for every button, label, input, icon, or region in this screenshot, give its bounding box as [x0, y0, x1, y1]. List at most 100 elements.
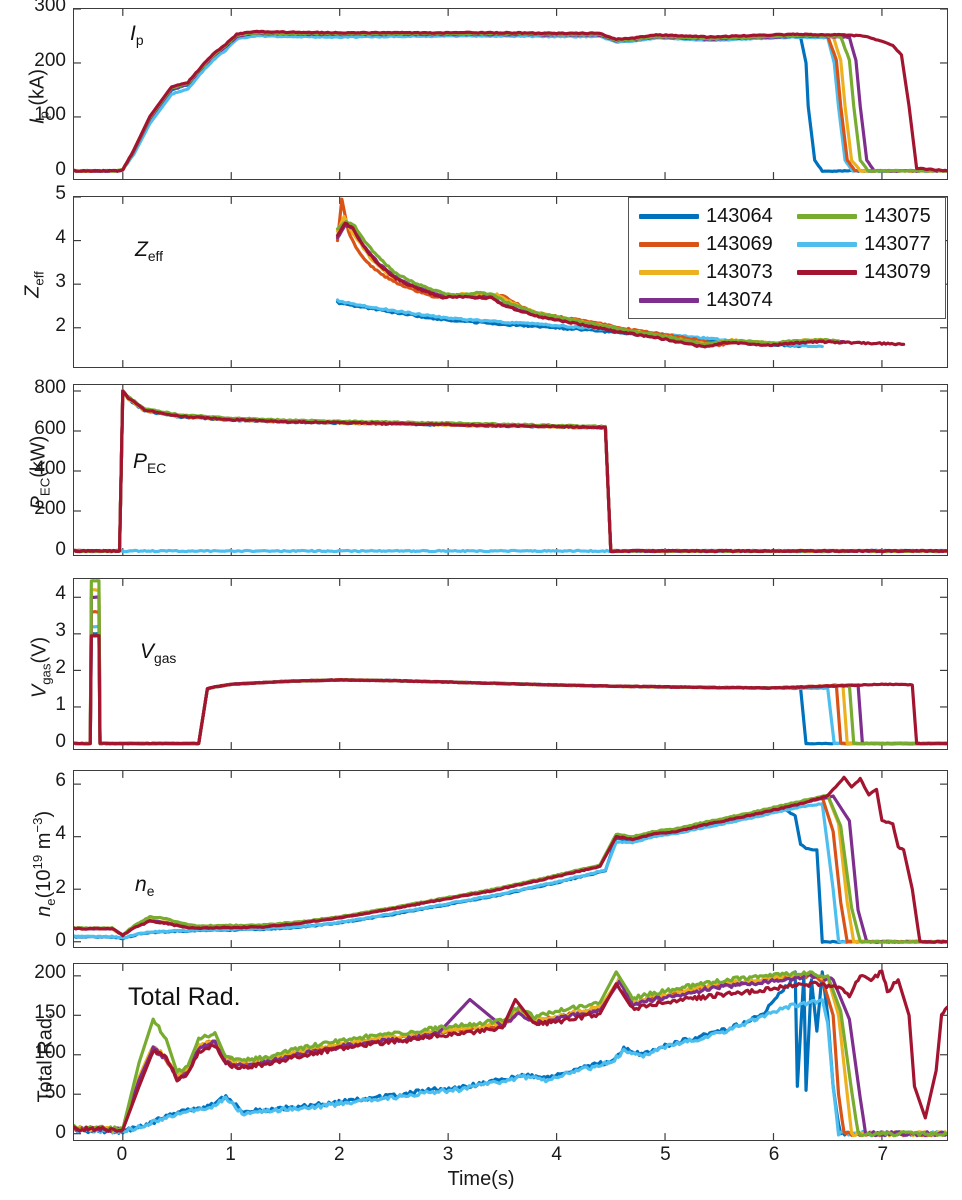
panel-ne	[73, 770, 948, 948]
plot-area-zeff	[74, 197, 947, 367]
series-143073	[74, 30, 947, 173]
series-143079	[335, 221, 906, 349]
legend-item-143079[interactable]: 143079	[797, 261, 931, 284]
y-tick-4-0: 0	[55, 731, 66, 753]
inline-label-ne: ne	[135, 873, 155, 900]
legend-item-143074[interactable]: 143074	[639, 289, 773, 312]
inline-label-zeff: Zeff	[135, 238, 163, 265]
plot-area-pec	[74, 385, 947, 555]
legend-item-143069[interactable]: 143069	[639, 233, 773, 256]
y-tick-3-0: 0	[55, 538, 66, 560]
y-tick-3-2: 400	[34, 458, 66, 479]
y-tick-4-2: 2	[55, 657, 66, 679]
y-tick-2-2: 4	[55, 227, 66, 249]
y-tick-6-0: 0	[55, 1121, 66, 1143]
y-tick-5-2: 4	[55, 823, 66, 845]
legend-swatch-143079	[797, 270, 857, 275]
shot-legend[interactable]: 143064 143069 143073 143074 143075 143077 1430…	[628, 197, 946, 319]
series-143077	[74, 802, 947, 944]
legend-label-143075: 143075	[864, 205, 931, 227]
series-143077	[74, 33, 947, 173]
plot-area-total-rad	[74, 964, 947, 1140]
series-143079	[74, 389, 947, 554]
legend-swatch-143064	[639, 214, 699, 219]
y-tick-4-3: 3	[55, 620, 66, 642]
inline-label-vgas: Vgas	[140, 640, 177, 667]
y-tick-5-1: 2	[55, 876, 66, 898]
x-tick-1: 1	[225, 1144, 236, 1165]
plot-area-ip	[74, 9, 947, 179]
series-143064	[74, 807, 947, 944]
y-tick-5-0: 0	[55, 929, 66, 951]
inline-label-ip: Ip	[130, 22, 144, 49]
y-tick-6-2: 100	[34, 1041, 66, 1063]
legend-item-143073[interactable]: 143073	[639, 261, 773, 284]
inline-label-pec: PEC	[133, 450, 167, 477]
panel-pec	[73, 384, 948, 556]
series-143079	[74, 634, 947, 746]
y-tick-3-4: 800	[34, 377, 66, 399]
x-tick-5: 5	[660, 1144, 671, 1165]
series-143073	[74, 794, 947, 944]
series-143075	[74, 390, 947, 554]
plot-area-ne	[74, 771, 947, 947]
y-tick-1-1: 100	[34, 104, 66, 126]
y-tick-4-4: 4	[55, 583, 66, 605]
legend-swatch-143069	[639, 242, 699, 247]
legend-label-143074: 143074	[706, 289, 773, 311]
series-143069	[74, 30, 947, 173]
legend-swatch-143074	[639, 298, 699, 303]
series-143079	[74, 29, 947, 173]
series-143075	[74, 793, 947, 944]
series-143079	[74, 969, 947, 1133]
legend-item-143075[interactable]: 143075	[797, 205, 931, 228]
y-tick-1-2: 200	[34, 49, 66, 71]
y-tick-1-3: 300	[34, 0, 66, 16]
y-axis-label-ne: ne(1019 m−3)	[30, 810, 58, 917]
inline-label-total-rad: Total Rad.	[128, 983, 241, 1011]
series-143064	[74, 31, 947, 173]
legend-label-143079: 143079	[864, 261, 931, 283]
y-tick-3-1: 200	[34, 498, 66, 520]
legend-label-143073: 143073	[706, 261, 773, 283]
legend-item-143064[interactable]: 143064	[639, 205, 773, 228]
legend-swatch-143077	[797, 242, 857, 247]
y-tick-3-3: 600	[34, 417, 66, 439]
series-143074	[74, 794, 947, 944]
legend-label-143077: 143077	[864, 233, 931, 255]
x-tick-6: 6	[768, 1144, 780, 1165]
series-143074	[74, 595, 947, 746]
x-tick-3: 3	[442, 1144, 454, 1165]
series-143074	[74, 972, 947, 1138]
legend-item-143077[interactable]: 143077	[797, 233, 931, 256]
x-tick-7: 7	[877, 1144, 889, 1165]
series-143073	[74, 388, 947, 554]
y-tick-4-1: 1	[55, 694, 66, 716]
panel-total-rad	[73, 963, 948, 1141]
panel-ip	[73, 8, 948, 180]
y-tick-2-3: 5	[55, 183, 66, 204]
series-143075	[74, 31, 947, 173]
x-tick-0: 0	[116, 1144, 128, 1165]
y-tick-5-3: 6	[55, 770, 66, 792]
y-tick-1-0: 0	[55, 158, 66, 180]
y-tick-2-0: 2	[55, 315, 66, 337]
legend-swatch-143075	[797, 214, 857, 219]
legend-label-143064: 143064	[706, 205, 773, 227]
y-tick-2-1: 3	[55, 271, 66, 293]
series-143073	[74, 588, 947, 746]
legend-label-143069: 143069	[706, 233, 773, 255]
series-143069	[74, 795, 947, 944]
x-axis-label: Time(s)	[447, 1168, 515, 1190]
series-143075	[335, 219, 841, 346]
series-143079	[74, 775, 947, 944]
series-143075	[74, 970, 947, 1138]
plot-area-vgas	[74, 579, 947, 749]
x-tick-4: 4	[551, 1144, 562, 1165]
series-143077	[74, 998, 947, 1138]
y-tick-6-4: 200	[34, 961, 66, 983]
x-tick-2: 2	[334, 1144, 345, 1165]
y-tick-6-3: 150	[34, 1001, 66, 1023]
legend-swatch-143073	[639, 270, 699, 275]
y-tick-6-1: 50	[44, 1081, 66, 1103]
